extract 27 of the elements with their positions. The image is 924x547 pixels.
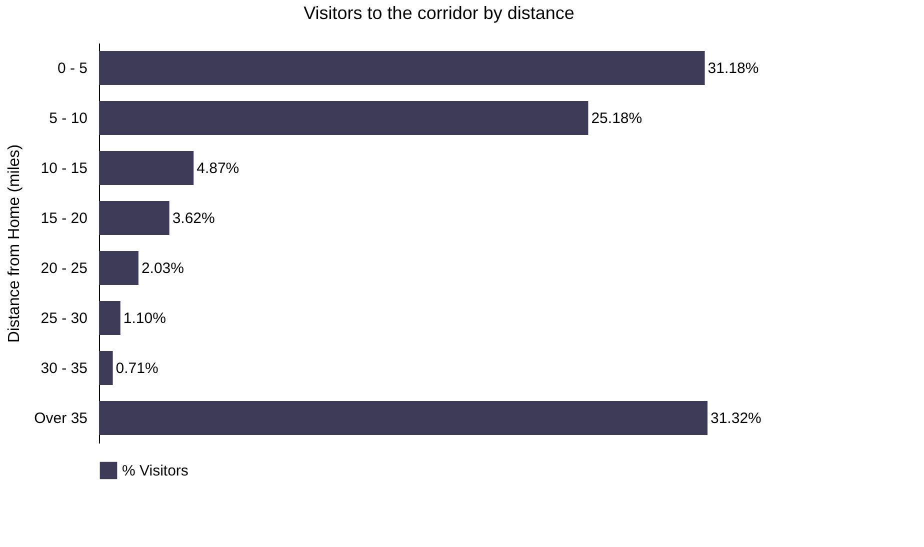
bar: [99, 251, 138, 285]
data-label: 4.87%: [196, 160, 240, 177]
legend-label: % Visitors: [122, 462, 188, 480]
y-tick-label: 10 - 15: [40, 160, 88, 177]
bar: [99, 151, 194, 185]
y-tick-label: 25 - 30: [40, 310, 88, 327]
bar: [99, 51, 705, 85]
bar: [99, 401, 708, 435]
chart-title: Visitors to the corridor by distance: [304, 3, 574, 23]
y-axis-title: Distance from Home (miles): [6, 144, 24, 343]
y-tick-label: 20 - 25: [40, 260, 88, 277]
data-label: 31.32%: [710, 410, 762, 427]
data-label: 25.18%: [591, 110, 642, 127]
bar: [99, 201, 170, 235]
bar: [99, 301, 120, 335]
data-label: 3.62%: [172, 210, 215, 227]
bar: [99, 351, 113, 385]
y-tick-label: 5 - 10: [49, 110, 88, 127]
y-tick-label: 0 - 5: [57, 60, 88, 77]
data-label: 31.18%: [708, 60, 759, 77]
data-label: 0.71%: [116, 360, 158, 377]
y-tick-label: Over 35: [34, 410, 88, 427]
bar: [99, 101, 588, 135]
data-label: 2.03%: [141, 260, 184, 277]
y-tick-label: 15 - 20: [40, 210, 88, 227]
y-tick-label: 30 - 35: [40, 360, 88, 377]
data-label: 1.10%: [123, 310, 166, 327]
